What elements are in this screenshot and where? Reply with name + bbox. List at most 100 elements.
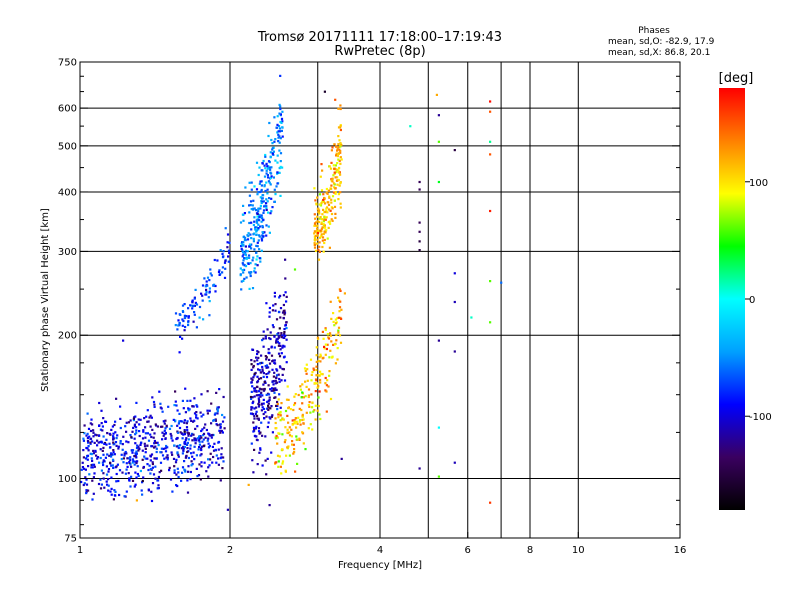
data-point [134, 442, 137, 445]
data-point [267, 160, 271, 163]
data-point [176, 431, 180, 434]
data-point [150, 453, 154, 456]
data-point [200, 429, 203, 433]
data-point [272, 176, 275, 179]
data-point [265, 224, 268, 227]
data-point [183, 419, 186, 422]
data-point [124, 425, 127, 428]
data-point [285, 361, 288, 364]
data-point [326, 379, 329, 382]
data-point [244, 265, 248, 268]
data-point [453, 272, 456, 275]
data-point [256, 385, 259, 388]
data-point [272, 375, 275, 378]
data-point [279, 113, 282, 116]
data-point [99, 456, 102, 460]
data-point [252, 400, 255, 403]
data-point [191, 405, 194, 408]
chart-subtitle: RwPretec (8p) [334, 44, 425, 59]
data-point [273, 200, 276, 203]
data-point [174, 400, 177, 403]
data-point [250, 228, 253, 231]
data-point [249, 272, 252, 275]
data-point [323, 345, 326, 348]
data-point [276, 131, 279, 134]
data-point [112, 449, 115, 452]
data-point [291, 423, 294, 426]
data-point [271, 148, 274, 151]
data-point [268, 358, 271, 361]
y-tick-label: 750 [58, 58, 77, 69]
data-point [195, 439, 198, 442]
data-point [339, 104, 342, 107]
data-point [86, 439, 90, 442]
data-point [186, 479, 189, 482]
data-point [254, 263, 257, 266]
data-point [313, 213, 316, 216]
data-point [139, 443, 142, 446]
data-point [278, 167, 281, 170]
data-point [256, 375, 259, 378]
data-point [277, 130, 280, 133]
data-point [81, 461, 84, 464]
data-point [254, 226, 257, 229]
data-point [280, 117, 284, 120]
data-point [193, 458, 196, 461]
data-point [307, 395, 310, 399]
data-point [187, 307, 190, 310]
data-point [265, 358, 268, 361]
data-point [275, 381, 279, 384]
data-point [326, 211, 329, 214]
data-point [277, 398, 280, 401]
data-point [178, 420, 181, 423]
data-point [80, 480, 83, 484]
data-point [205, 428, 208, 432]
data-point [313, 230, 316, 233]
data-point [253, 270, 256, 273]
data-point [250, 237, 253, 240]
data-point [125, 430, 128, 433]
data-point [100, 440, 103, 443]
data-point [250, 377, 253, 380]
data-point [111, 458, 115, 461]
data-point [324, 218, 327, 221]
data-point [249, 200, 253, 203]
data-point [244, 249, 247, 252]
data-point [112, 438, 115, 441]
data-point [278, 103, 281, 106]
data-point [320, 163, 323, 166]
data-point [181, 471, 184, 474]
data-point [283, 311, 287, 314]
data-point [328, 356, 331, 359]
data-point [316, 242, 319, 245]
data-point [255, 356, 258, 359]
data-point [285, 454, 288, 457]
data-point [176, 452, 179, 455]
data-point [315, 354, 318, 357]
data-point [272, 383, 275, 386]
data-point [242, 219, 245, 222]
data-point [259, 196, 262, 199]
data-point [317, 209, 321, 212]
data-point [135, 429, 138, 432]
data-point [265, 302, 268, 305]
data-point [285, 321, 288, 324]
data-point [264, 365, 267, 368]
data-point [323, 216, 326, 219]
data-point [489, 209, 492, 213]
data-point [109, 446, 112, 449]
data-point [280, 472, 283, 475]
data-point [332, 343, 335, 346]
data-point [201, 294, 204, 297]
data-point [262, 211, 265, 214]
data-point [181, 318, 184, 321]
data-point [254, 228, 257, 231]
data-point [200, 448, 203, 452]
data-point [106, 432, 109, 435]
data-point [332, 174, 335, 177]
data-point [273, 346, 276, 349]
data-point [208, 279, 211, 282]
data-point [174, 461, 178, 464]
